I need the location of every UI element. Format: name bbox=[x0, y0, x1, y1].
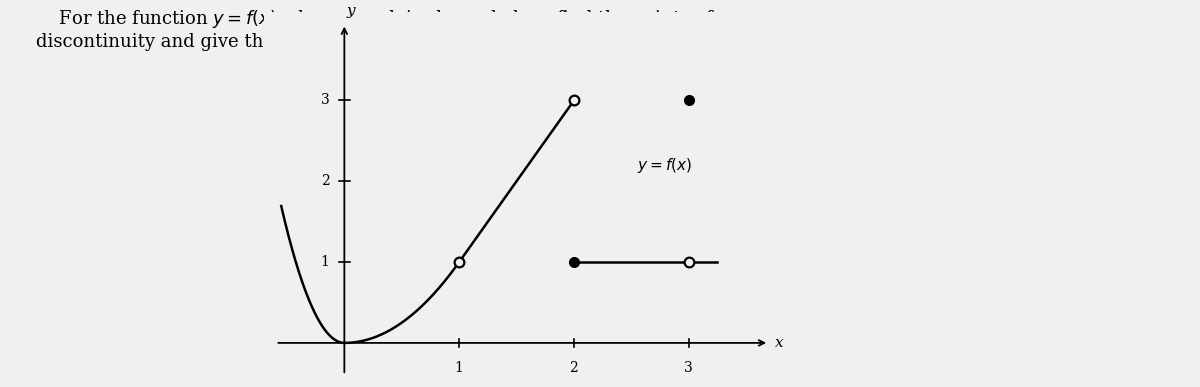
Text: 2: 2 bbox=[320, 174, 330, 188]
Text: For the function $y=f(x)$ whose graph is shown below, find the points of
discont: For the function $y=f(x)$ whose graph is… bbox=[36, 8, 715, 51]
Text: y: y bbox=[347, 4, 355, 18]
Text: 2: 2 bbox=[570, 361, 578, 375]
Text: 1: 1 bbox=[320, 255, 330, 269]
Text: 3: 3 bbox=[684, 361, 694, 375]
Text: $y = f(x)$: $y = f(x)$ bbox=[637, 156, 692, 175]
Text: 3: 3 bbox=[320, 94, 330, 108]
Text: 1: 1 bbox=[455, 361, 463, 375]
Text: x: x bbox=[775, 336, 784, 350]
